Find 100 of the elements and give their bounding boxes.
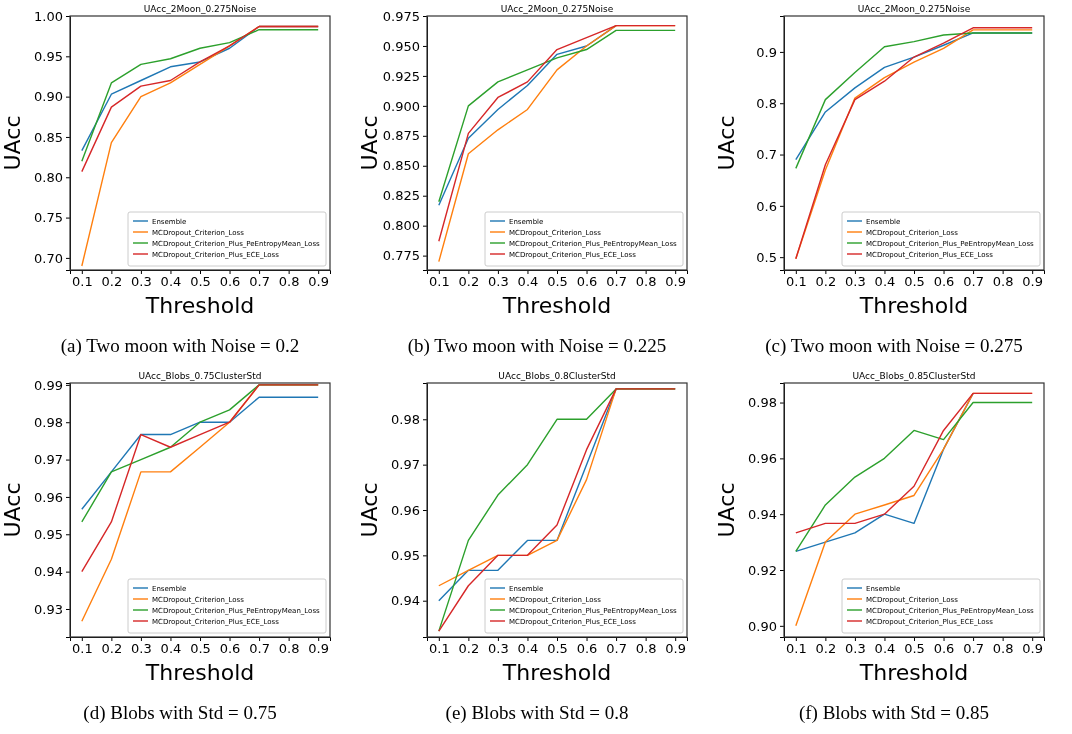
y-tick-label: 0.950 xyxy=(382,38,420,54)
x-axis-title: Threshold xyxy=(501,660,612,685)
x-tick-label: 0.8 xyxy=(278,274,300,290)
text: (c) Two moon with Noise = 0.275 xyxy=(765,335,1023,357)
y-tick-label: 0.70 xyxy=(34,250,63,266)
x-tick-label: 0.4 xyxy=(160,274,182,290)
x-tick-label: 0.2 xyxy=(815,274,837,290)
line-series xyxy=(81,384,319,573)
x-tick-label: 0.1 xyxy=(785,641,807,657)
x-tick-label: 0.5 xyxy=(547,641,568,657)
x-tick-label: 0.9 xyxy=(665,641,687,657)
y-tick-label: 0.94 xyxy=(34,564,63,580)
line-series xyxy=(81,396,319,510)
y-tick-label: 0.94 xyxy=(391,593,420,609)
x-axis-title: Threshold xyxy=(858,293,969,318)
x-tick-label: 0.8 xyxy=(992,274,1014,290)
x-tick-label: 0.6 xyxy=(933,641,955,657)
x-tick-label: 0.9 xyxy=(1022,641,1044,657)
y-tick-label: 0.90 xyxy=(34,89,63,105)
x-tick-label: 0.2 xyxy=(458,274,480,290)
text: (b) Two moon with Noise = 0.225 xyxy=(407,335,667,357)
x-tick-label: 0.5 xyxy=(547,274,568,290)
chart-title: UAcc_Blobs_0.8ClusterStd xyxy=(498,371,616,381)
x-tick-label: 0.6 xyxy=(576,274,598,290)
y-axis-title: UAcc xyxy=(0,482,25,538)
text: (a) Two moon with Noise = 0.2 xyxy=(60,335,300,357)
x-tick-label: 0.6 xyxy=(219,641,241,657)
x-tick-label: 0.1 xyxy=(71,641,93,657)
x-tick-label: 0.8 xyxy=(992,641,1014,657)
x-tick-label: 0.8 xyxy=(278,641,300,657)
x-tick-label: 0.5 xyxy=(904,274,925,290)
x-tick-label: 0.3 xyxy=(131,274,152,290)
y-tick-label: 0.7 xyxy=(756,147,777,163)
x-tick-label: 0.2 xyxy=(101,641,123,657)
y-tick-label: 0.9 xyxy=(756,44,777,60)
x-tick-label: 0.9 xyxy=(665,274,687,290)
x-tick-label: 0.7 xyxy=(249,274,270,290)
x-tick-label: 0.5 xyxy=(904,641,925,657)
x-tick-label: 0.5 xyxy=(190,274,211,290)
line-series xyxy=(795,401,1033,553)
x-tick-label: 0.3 xyxy=(488,641,509,657)
x-tick-label: 0.5 xyxy=(190,641,211,657)
y-tick-label: 0.8 xyxy=(756,95,777,111)
x-tick-label: 0.1 xyxy=(785,274,807,290)
x-tick-label: 0.8 xyxy=(635,274,657,290)
chart-title: UAcc_Blobs_0.75ClusterStd xyxy=(138,371,262,381)
x-tick-label: 0.3 xyxy=(845,274,866,290)
x-tick-label: 0.6 xyxy=(219,274,241,290)
y-tick-label: 0.96 xyxy=(748,451,777,467)
y-axis-title: UAcc xyxy=(714,482,739,538)
chart-title: UAcc_2Moon_0.275Noise xyxy=(857,4,971,14)
x-tick-label: 0.1 xyxy=(428,274,450,290)
x-tick-label: 0.3 xyxy=(131,641,152,657)
x-tick-label: 0.2 xyxy=(458,641,480,657)
x-axis-title: Threshold xyxy=(501,293,612,318)
y-tick-label: 0.5 xyxy=(756,249,777,265)
x-tick-label: 0.9 xyxy=(308,274,330,290)
y-tick-label: 0.97 xyxy=(34,452,63,468)
x-tick-label: 0.6 xyxy=(576,641,598,657)
chart-title: UAcc_2Moon_0.275Noise xyxy=(143,4,257,14)
y-tick-label: 0.97 xyxy=(391,457,420,473)
y-tick-label: 0.90 xyxy=(748,618,777,634)
x-tick-label: 0.6 xyxy=(933,274,955,290)
y-axis-title: UAcc xyxy=(357,115,382,171)
x-tick-label: 0.1 xyxy=(428,641,450,657)
line-series xyxy=(438,29,676,203)
y-tick-label: 0.98 xyxy=(391,411,420,427)
x-tick-label: 0.7 xyxy=(963,641,984,657)
y-tick-label: 0.75 xyxy=(34,210,63,226)
x-axis-title: Threshold xyxy=(858,660,969,685)
y-tick-label: 0.95 xyxy=(34,526,63,542)
y-tick-label: 0.99 xyxy=(34,377,63,393)
x-tick-label: 0.7 xyxy=(606,641,627,657)
y-tick-label: 0.900 xyxy=(382,98,420,114)
x-tick-label: 0.8 xyxy=(635,641,657,657)
y-tick-label: 0.98 xyxy=(34,414,63,430)
y-axis-title: UAcc xyxy=(714,115,739,171)
text: (f) Blobs with Std = 0.85 xyxy=(798,702,990,724)
y-tick-label: 0.92 xyxy=(748,562,777,578)
y-tick-label: 0.98 xyxy=(748,395,777,411)
x-tick-label: 0.9 xyxy=(1022,274,1044,290)
y-tick-label: 0.93 xyxy=(34,601,63,617)
chart-title: UAcc_Blobs_0.85ClusterStd xyxy=(852,371,976,381)
y-tick-label: 0.94 xyxy=(748,506,777,522)
y-tick-label: 1.00 xyxy=(34,8,63,24)
line-series xyxy=(795,392,1033,534)
y-tick-label: 0.6 xyxy=(756,198,777,214)
y-tick-label: 0.95 xyxy=(391,548,420,564)
x-tick-label: 0.2 xyxy=(101,274,123,290)
y-tick-label: 0.800 xyxy=(382,218,420,234)
y-tick-label: 0.825 xyxy=(382,188,420,204)
x-tick-label: 0.3 xyxy=(488,274,509,290)
y-tick-label: 0.96 xyxy=(391,502,420,518)
y-tick-label: 0.925 xyxy=(382,68,420,84)
x-tick-label: 0.4 xyxy=(517,274,539,290)
x-axis-title: Threshold xyxy=(144,293,255,318)
y-tick-label: 0.850 xyxy=(382,158,420,174)
x-tick-label: 0.7 xyxy=(249,641,270,657)
text: (e) Blobs with Std = 0.8 xyxy=(445,702,629,724)
text: (d) Blobs with Std = 0.75 xyxy=(83,702,277,724)
